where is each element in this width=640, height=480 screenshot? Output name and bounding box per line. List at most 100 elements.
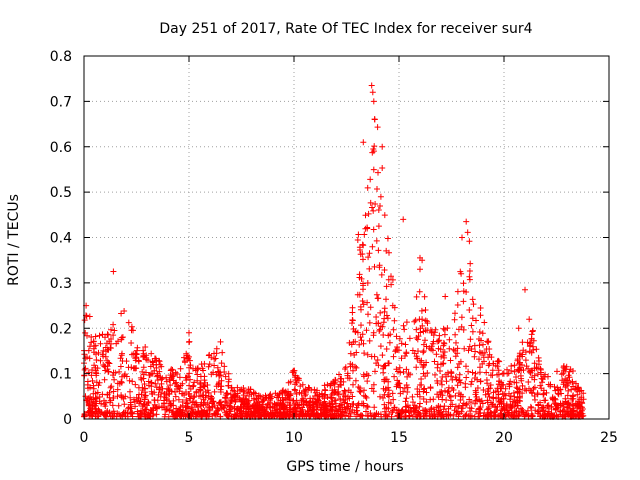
data-point — [471, 375, 478, 381]
data-point — [136, 391, 142, 398]
data-point — [161, 400, 168, 407]
data-point — [154, 373, 161, 380]
data-point — [87, 394, 94, 401]
data-point — [519, 382, 526, 389]
data-point — [524, 407, 531, 414]
data-point — [379, 143, 386, 150]
data-point — [513, 374, 519, 380]
data-point — [190, 394, 197, 401]
data-point — [277, 411, 284, 418]
data-point — [89, 377, 96, 384]
data-point — [414, 336, 421, 343]
data-point — [363, 408, 369, 415]
data-point — [90, 338, 97, 345]
grid-lines — [84, 56, 609, 419]
data-point — [535, 354, 542, 361]
data-point — [576, 388, 583, 395]
data-point — [390, 396, 397, 403]
data-point — [388, 273, 394, 280]
data-point — [390, 353, 397, 360]
data-point — [493, 395, 500, 402]
data-point — [450, 346, 457, 353]
data-point — [527, 369, 534, 376]
data-point — [465, 347, 472, 354]
data-point — [479, 330, 486, 337]
data-point — [376, 326, 383, 333]
data-point — [512, 408, 519, 415]
data-point — [394, 412, 401, 419]
data-point — [560, 363, 567, 369]
data-point — [439, 411, 446, 417]
data-point — [508, 412, 515, 419]
data-point — [300, 387, 307, 394]
data-point — [373, 314, 380, 320]
data-point — [179, 399, 186, 405]
data-point — [525, 379, 532, 385]
data-point — [388, 281, 395, 288]
data-point — [90, 390, 97, 397]
data-point — [496, 381, 503, 388]
data-point — [360, 392, 367, 399]
data-point — [442, 293, 449, 300]
data-point — [459, 405, 466, 412]
data-point — [419, 257, 426, 264]
data-point — [528, 331, 535, 338]
data-point — [272, 390, 279, 397]
data-point — [156, 368, 163, 375]
data-point — [381, 212, 388, 219]
data-point — [368, 353, 375, 360]
data-point — [172, 380, 179, 387]
data-point — [193, 389, 200, 396]
data-point — [94, 408, 100, 415]
data-point — [324, 381, 331, 388]
data-point — [215, 369, 222, 376]
data-point — [129, 351, 135, 358]
data-point — [423, 359, 430, 366]
data-point — [266, 399, 273, 406]
data-point — [510, 390, 517, 396]
data-point — [355, 231, 362, 238]
data-point — [565, 405, 572, 412]
data-point — [471, 342, 478, 349]
data-point — [422, 373, 429, 380]
data-point — [460, 298, 467, 305]
data-point — [356, 244, 363, 251]
data-point — [574, 401, 581, 408]
x-tick-label: 25 — [600, 430, 618, 446]
data-point — [371, 411, 378, 418]
data-point — [170, 397, 177, 404]
data-point — [227, 403, 234, 410]
data-point — [222, 392, 229, 398]
data-point — [519, 390, 526, 397]
data-point — [481, 319, 488, 326]
data-point — [539, 379, 545, 386]
data-point — [134, 410, 141, 417]
data-point — [486, 393, 493, 400]
data-point — [189, 406, 196, 413]
data-point — [383, 296, 389, 303]
data-point — [147, 363, 154, 370]
data-point — [205, 363, 212, 370]
data-point — [576, 412, 583, 418]
data-point — [88, 372, 95, 379]
data-point — [441, 354, 448, 361]
data-point — [286, 402, 293, 409]
data-point — [432, 371, 438, 378]
data-point — [256, 409, 263, 416]
data-point — [466, 238, 473, 245]
data-point — [118, 392, 125, 399]
data-point — [466, 343, 473, 350]
data-point — [533, 346, 540, 353]
data-point — [175, 396, 182, 403]
data-point — [369, 204, 375, 211]
data-point — [272, 409, 278, 416]
data-point — [201, 377, 208, 384]
y-tick-label: 0.2 — [50, 321, 72, 337]
x-tick-label: 10 — [285, 430, 303, 446]
data-point — [321, 398, 328, 405]
data-point — [296, 389, 303, 396]
data-point — [299, 381, 306, 388]
data-point — [139, 403, 146, 410]
data-point — [142, 385, 148, 392]
data-point — [406, 412, 413, 419]
